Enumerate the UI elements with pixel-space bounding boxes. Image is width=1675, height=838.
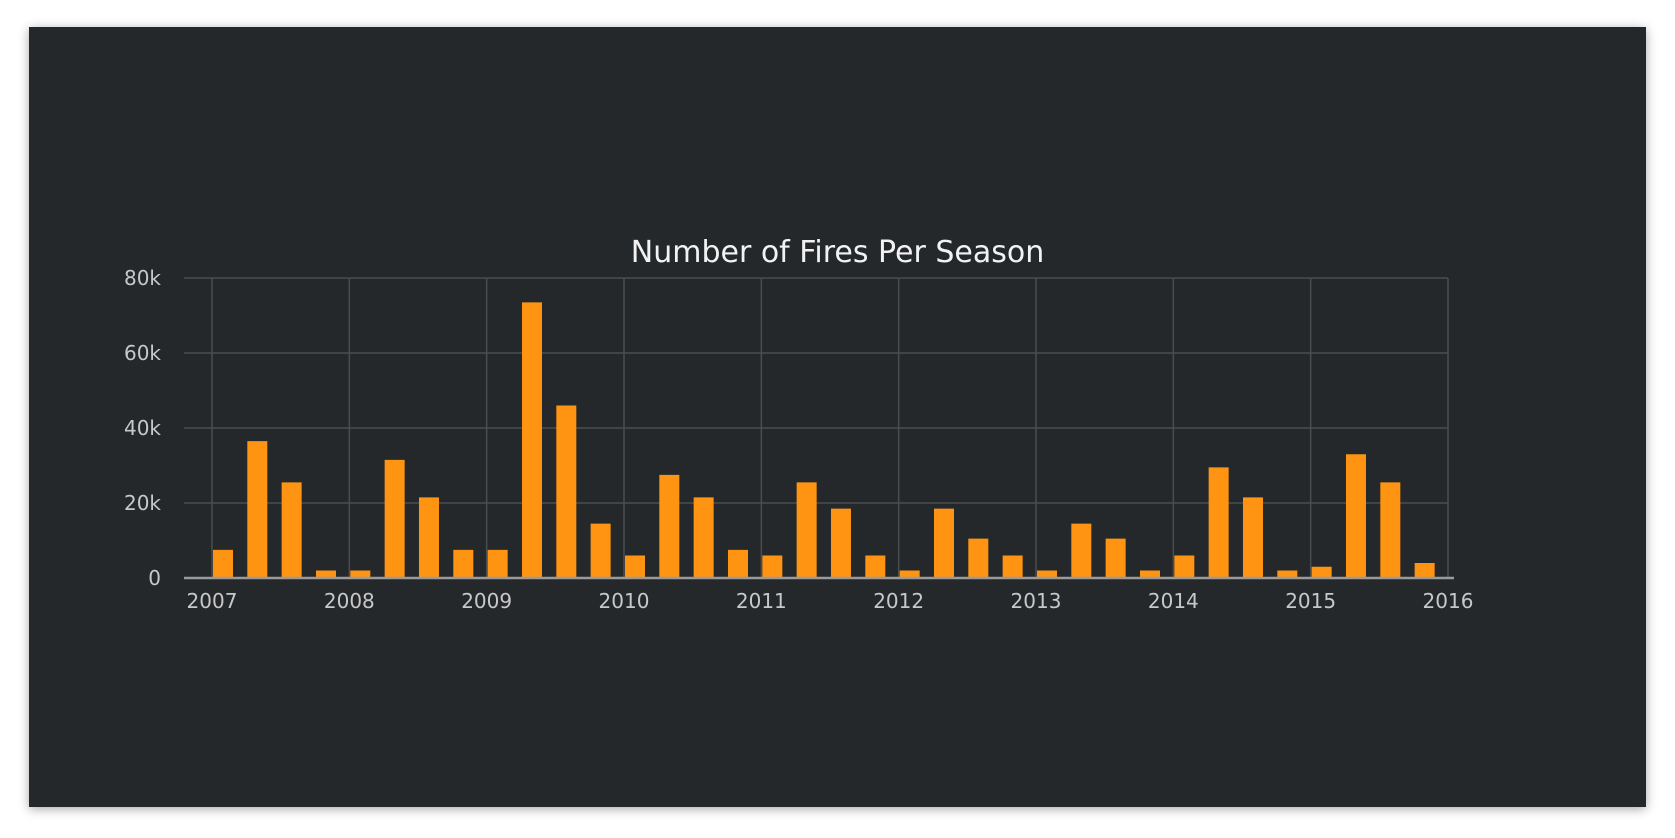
y-tick-label: 0 [148,566,161,590]
bar [384,459,405,578]
bar [1311,566,1332,578]
bar [521,302,542,578]
x-tick-label: 2012 [873,589,924,613]
bar [453,549,474,578]
bar [865,555,886,578]
bar [1002,555,1023,578]
axis-layer: 0 20k 40k 60k 80k 2007 2008 2009 2010 2011 2012 201… [124,266,1473,613]
bar [1139,570,1160,578]
y-tick-label: 60k [124,341,161,365]
bar [1380,482,1401,578]
bar [933,508,954,578]
bar [1345,454,1366,578]
x-tick-label: 2011 [736,589,787,613]
bar [796,482,817,578]
chart-panel: Number of Fires Per Season 0 20k 40k 60k 80k… [29,27,1646,807]
x-tick-label: 2007 [187,589,238,613]
bar [830,508,851,578]
bar [418,497,439,578]
bar [350,570,371,578]
bar [1105,538,1126,578]
y-tick-label: 80k [124,266,161,290]
bar [1208,467,1229,578]
bar [624,555,645,578]
x-tick-label: 2008 [324,589,375,613]
bar [1036,570,1057,578]
bar [968,538,989,578]
chart-title: Number of Fires Per Season [630,235,1045,270]
bar [899,570,920,578]
bar [1071,523,1092,578]
bar [1414,563,1435,578]
y-tick-label: 20k [124,491,161,515]
x-tick-label: 2009 [461,589,512,613]
x-tick-label: 2016 [1423,589,1474,613]
bar-layer [212,302,1435,578]
bar [212,549,233,578]
bar-chart: 0 20k 40k 60k 80k 2007 2008 2009 2010 2011 2012 201… [124,266,1473,613]
x-tick-label: 2013 [1011,589,1062,613]
bar [590,523,611,578]
bar [315,570,336,578]
bar [1174,555,1195,578]
bar [1242,497,1263,578]
bar [1277,570,1298,578]
x-tick-label: 2014 [1148,589,1199,613]
x-tick-label: 2015 [1285,589,1336,613]
bar [247,441,268,578]
bar [487,549,508,578]
bar [727,549,748,578]
x-tick-label: 2010 [599,589,650,613]
grid-layer [184,277,1449,578]
bar [659,474,680,578]
bar [762,555,783,578]
y-tick-label: 40k [124,416,161,440]
bar [556,405,577,578]
bar [693,497,714,578]
bar [281,482,302,578]
